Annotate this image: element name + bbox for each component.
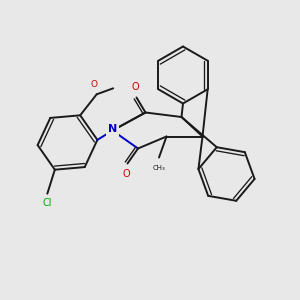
Text: O: O <box>90 80 97 89</box>
Text: O: O <box>131 82 139 92</box>
Text: N: N <box>108 124 117 134</box>
Text: O: O <box>122 169 130 179</box>
Text: CH₃: CH₃ <box>153 165 165 171</box>
Text: Cl: Cl <box>43 198 52 208</box>
